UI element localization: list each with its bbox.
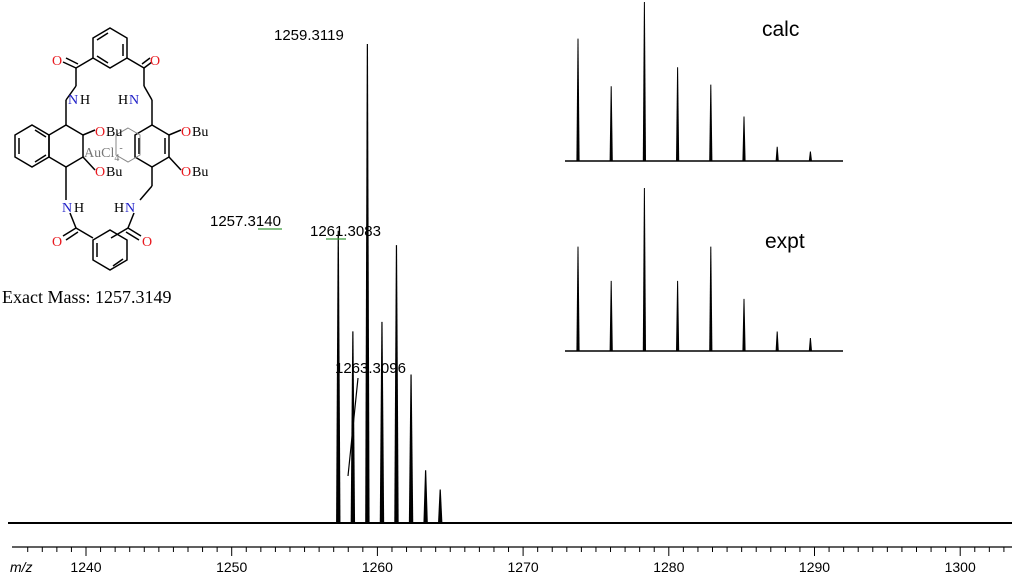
x-tick-label: 1300 [945,559,976,575]
inset-peak [609,86,613,161]
peak-labels: 1257.3140 1259.3119 1261.3083 1263.3096 [210,27,406,477]
oxygen-label: O [95,165,105,180]
peak-label: 1261.3083 [310,223,381,240]
nitrogen-label: N [129,93,139,108]
nitrogen-label: N [68,93,78,108]
butyl-label: Bu [106,165,122,180]
inset-peak [676,280,680,351]
peak-label: 1257.3140 [210,213,281,230]
anion-outline [115,127,141,163]
macrocycle-structure [14,27,182,271]
isotope-inset-expt: expt [565,188,843,352]
hydrogen-label: H [114,201,124,216]
inset-peak [642,2,646,161]
nitrogen-label: N [62,201,72,216]
oxygen-label: O [52,54,62,69]
x-tick-label: 1270 [508,559,539,575]
butyl-label: Bu [192,165,208,180]
butyl-label: Bu [192,125,208,140]
top-benzene-ring [92,27,128,69]
inset-peak [742,298,746,351]
spectrum-peak [379,321,385,523]
x-tick-label: 1260 [362,559,393,575]
peak-label: 1259.3119 [274,27,344,44]
inset-peak [576,246,580,351]
isotope-insets: calc expt [565,2,843,352]
naphthalene-ring-right [48,124,84,168]
spectrum-peak [423,470,428,523]
nitrogen-label: N [125,201,135,216]
x-axis-label: m/z [10,559,33,575]
x-tick-label: 1280 [653,559,684,575]
spectrum-peaks [336,44,443,523]
hydrogen-label: H [74,201,84,216]
inset-peak [642,188,646,351]
inset-peak [742,116,746,161]
inset-peak [676,67,680,161]
x-tick-label: 1240 [70,559,101,575]
inset-peak [609,280,613,351]
x-axis: 124012501260127012801290130013101320m/z [8,522,1012,575]
inset-peak [709,84,713,161]
oxygen-label: O [150,54,160,69]
oxygen-label: O [142,235,152,250]
x-tick-label: 1250 [216,559,247,575]
oxygen-label: O [181,165,191,180]
inset-peak [808,151,812,161]
counter-ion-label: AuCl4- [84,143,123,164]
inset-label: expt [765,230,805,253]
spectrum-peak [408,374,414,523]
spectrum-peak [365,44,370,523]
peak-label-leader [347,377,359,477]
x-tick-label: 1290 [799,559,830,575]
naphthalene-ring-left [14,124,50,168]
inset-label: calc [762,18,799,41]
spectrum-peak [438,489,443,523]
isotope-inset-calc: calc [565,2,843,162]
spectrum-peak [394,245,399,523]
inset-peak [775,146,779,161]
exact-mass-label: Exact Mass: 1257.3149 [2,287,171,307]
butyl-label: Bu [106,125,122,140]
oxygen-label: O [52,235,62,250]
hydrogen-label: H [80,93,90,108]
peak-label: 1263.3096 [335,360,406,377]
oxygen-label: O [181,125,191,140]
inset-peak [808,337,812,351]
bottom-benzene-ring [92,229,128,271]
oxygen-label: O [95,125,105,140]
structure-atom-labels: O O N H H N O Bu O Bu O Bu O Bu AuCl4- N… [2,54,208,307]
inset-peak [576,38,580,161]
inset-peak [709,246,713,351]
spectrum-peak [336,230,341,523]
hydrogen-label: H [118,93,128,108]
inset-peak [775,331,779,351]
